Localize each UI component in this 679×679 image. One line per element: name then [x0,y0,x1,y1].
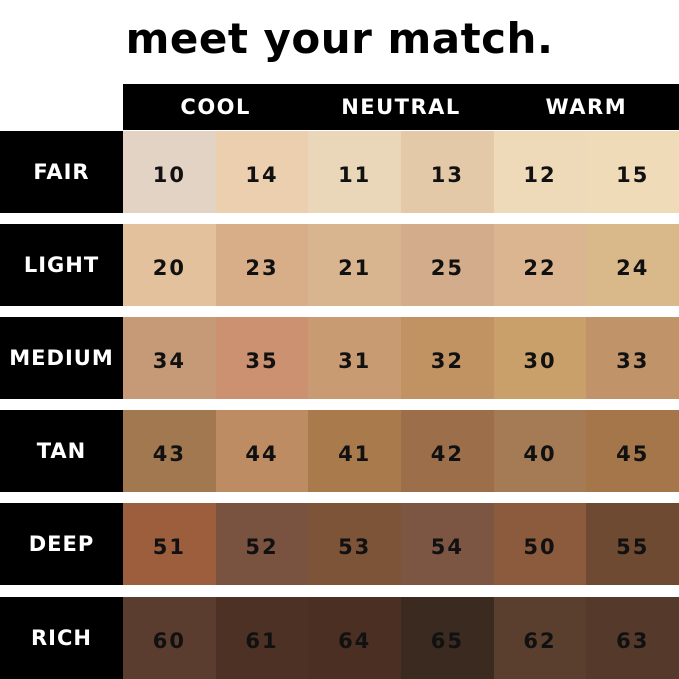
shade-swatch: 41 [308,410,402,492]
shade-swatch: 14 [215,131,309,213]
shade-swatch: 61 [215,597,309,679]
row-label: LIGHT [0,224,123,306]
shade-swatch: 32 [401,317,494,399]
header-neutral: NEUTRAL [341,95,461,119]
row-label: DEEP [0,503,123,585]
shade-swatch: 10 [123,131,216,213]
shade-swatch: 43 [123,410,216,492]
shade-row-light: LIGHT 20 23 21 25 22 24 [0,224,679,306]
shade-swatch: 15 [586,131,679,213]
shade-row-rich: RICH 60 61 64 65 62 63 [0,597,679,679]
shade-swatch: 51 [123,503,216,585]
row-label: FAIR [0,131,123,213]
shade-swatch: 52 [215,503,309,585]
shade-swatch: 44 [215,410,309,492]
undertone-header: COOL NEUTRAL WARM [123,84,679,130]
shade-swatch: 65 [401,597,494,679]
shade-swatch: 33 [586,317,679,399]
shade-swatch: 53 [308,503,402,585]
shade-swatch: 24 [586,224,679,306]
shade-swatch: 34 [123,317,216,399]
shade-swatch: 55 [586,503,679,585]
shade-swatch: 45 [586,410,679,492]
shade-swatch: 63 [586,597,679,679]
row-label: TAN [0,410,123,492]
shade-swatch: 62 [493,597,587,679]
shade-swatch: 64 [308,597,402,679]
shade-row-tan: TAN 43 44 41 42 40 45 [0,410,679,492]
shade-swatch: 54 [401,503,494,585]
page-title: meet your match. [125,14,554,63]
shade-swatch: 31 [308,317,402,399]
shade-swatch: 35 [215,317,309,399]
header-cool: COOL [180,95,251,119]
shade-row-fair: FAIR 10 14 11 13 12 15 [0,131,679,213]
shade-swatch: 13 [401,131,494,213]
shade-swatch: 21 [308,224,402,306]
shade-swatch: 50 [493,503,587,585]
shade-swatch: 40 [493,410,587,492]
shade-swatch: 42 [401,410,494,492]
shade-swatch: 60 [123,597,216,679]
shade-row-medium: MEDIUM 34 35 31 32 30 33 [0,317,679,399]
shade-swatch: 11 [308,131,402,213]
shade-swatch: 23 [215,224,309,306]
row-label: MEDIUM [0,317,123,399]
shade-swatch: 25 [401,224,494,306]
shade-swatch: 20 [123,224,216,306]
header-warm: WARM [545,95,628,119]
shade-swatch: 30 [493,317,587,399]
shade-swatch: 22 [493,224,587,306]
shade-row-deep: DEEP 51 52 53 54 50 55 [0,503,679,585]
row-label: RICH [0,597,123,679]
shade-swatch: 12 [493,131,587,213]
